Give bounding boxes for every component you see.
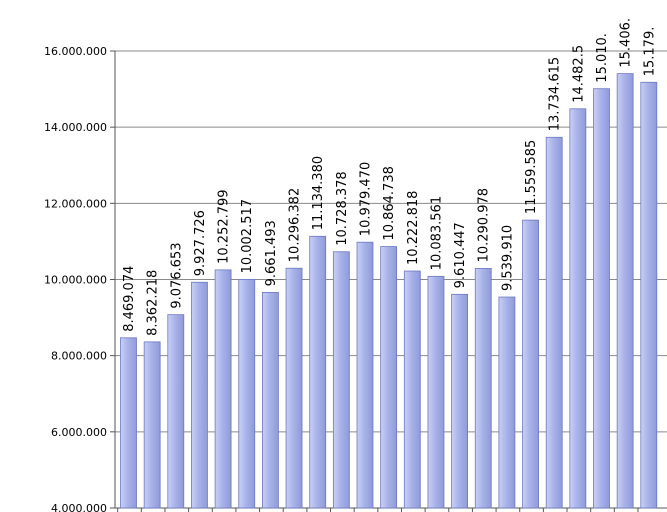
- bar: [569, 108, 587, 509]
- data-label: 10.728.378: [335, 171, 350, 245]
- bar: [451, 293, 469, 509]
- bar: [474, 268, 492, 509]
- data-label: 10.296.382: [288, 188, 303, 262]
- bar: [427, 275, 445, 509]
- y-tick-label: 4.000.000: [51, 502, 107, 512]
- data-label: 9.927.726: [193, 210, 208, 276]
- bar: [143, 341, 161, 509]
- bar: [120, 337, 137, 509]
- data-label: 14.482.5: [571, 45, 586, 103]
- data-label: 11.134.380: [311, 156, 326, 230]
- bar: [545, 136, 563, 509]
- data-label: 15.179.: [642, 27, 657, 77]
- y-tick-label: 8.000.000: [51, 350, 107, 363]
- bar: [332, 251, 350, 509]
- y-tick-label: 16.000.000: [44, 45, 107, 58]
- bar: [403, 270, 421, 509]
- bar: [616, 73, 634, 509]
- bar: [498, 296, 516, 509]
- bar: [191, 281, 208, 509]
- bar: [214, 269, 232, 509]
- bar: [593, 88, 610, 509]
- y-tick-label: 12.000.000: [44, 197, 107, 210]
- bar: [640, 81, 658, 509]
- data-label: 8.362.218: [146, 270, 161, 336]
- data-label: 9.076.653: [169, 242, 184, 308]
- data-label: 10.002.517: [240, 199, 255, 273]
- data-label: 10.252.799: [217, 189, 232, 263]
- bar: [167, 314, 185, 509]
- bar: [380, 246, 398, 509]
- data-label: 10.979.470: [359, 162, 374, 236]
- bar: [356, 241, 374, 509]
- data-label: 13.734.615: [548, 57, 563, 131]
- bar: [309, 235, 327, 509]
- data-label: 9.610.447: [453, 222, 468, 288]
- bar: [238, 279, 256, 509]
- data-label: 10.222.818: [406, 191, 421, 265]
- data-label: 15.010.: [595, 33, 610, 83]
- data-label: 15.406.: [619, 18, 634, 68]
- y-tick-label: 14.000.000: [44, 121, 107, 134]
- data-label: 10.290.978: [477, 188, 492, 262]
- bars: [120, 73, 658, 509]
- y-tick-label: 10.000.000: [44, 274, 107, 287]
- data-label: 10.864.738: [382, 166, 397, 240]
- data-labels: 8.469.074 8.362.218 9.076.653 9.927.726 10.2…: [122, 18, 657, 336]
- bar: [261, 291, 279, 509]
- data-label: 9.539.910: [500, 225, 515, 291]
- bar: [522, 219, 539, 509]
- data-label: 9.661.493: [264, 220, 279, 286]
- y-tick-label: 6.000.000: [51, 426, 107, 439]
- data-label: 8.469.074: [122, 266, 137, 332]
- data-label: 10.083.561: [429, 196, 444, 270]
- bar: [285, 267, 303, 509]
- data-label: 11.559.585: [524, 140, 539, 214]
